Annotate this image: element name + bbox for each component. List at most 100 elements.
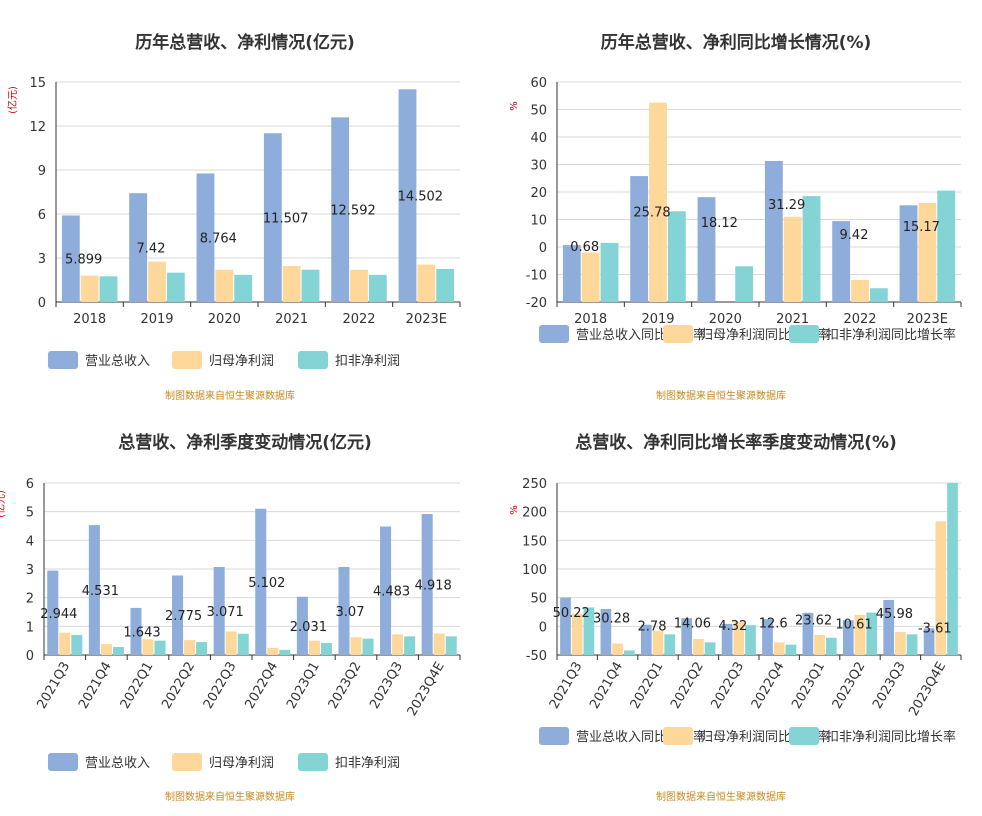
bar-营业总收入同比增长率 <box>883 599 895 655</box>
data-label: 4.531 <box>82 584 119 599</box>
y-tick-label: 1 <box>26 620 34 635</box>
data-label: 10.61 <box>835 617 872 632</box>
y-tick-label: 100 <box>522 563 547 578</box>
bar-营业总收入 <box>196 173 215 302</box>
x-tick-label: 2021 <box>275 312 308 327</box>
y-tick-label: 15 <box>29 76 46 91</box>
bar-扣非净利润同比增长率 <box>906 634 918 655</box>
data-label: 2.78 <box>638 620 667 635</box>
y-tick-label: 4 <box>26 534 34 549</box>
bar-归母净利润同比增长率 <box>895 632 906 655</box>
bar-归母净利润 <box>100 644 112 655</box>
legend-swatch <box>172 753 202 771</box>
bar-营业总收入同比增长率 <box>630 176 649 302</box>
bar-营业总收入 <box>263 133 282 302</box>
bar-归母净利润同比增长率 <box>773 642 785 655</box>
bar-归母净利润同比增长率 <box>851 280 869 302</box>
x-tick-label: 2022 <box>342 312 375 327</box>
legend-label: 扣非净利润同比增长率 <box>826 729 956 745</box>
x-tick-label: 2019 <box>641 312 674 327</box>
bar-归母净利润 <box>148 261 166 302</box>
legend-swatch <box>172 351 202 369</box>
bar-扣非净利润同比增长率 <box>704 642 716 655</box>
y-unit-label: % <box>509 101 520 111</box>
bar-归母净利润 <box>80 275 99 302</box>
y-tick-label: -20 <box>526 296 547 311</box>
bar-营业总收入同比增长率 <box>721 623 733 655</box>
bar-归母净利润 <box>433 633 445 655</box>
legend-swatch <box>48 753 78 771</box>
bar-归母净利润同比增长率 <box>814 634 825 655</box>
bar-扣非净利润 <box>112 646 124 655</box>
x-tick-label: 2022Q1 <box>118 660 157 712</box>
bar-营业总收入 <box>172 575 184 655</box>
data-label: 11.507 <box>263 212 309 227</box>
chart-title: 历年总营收、净利情况(亿元) <box>135 32 355 53</box>
source-note: 制图数据来自恒生聚源数据库 <box>656 790 786 803</box>
legend-label: 归母净利润 <box>209 354 274 369</box>
x-tick-label: 2021Q4 <box>587 660 626 712</box>
data-label: 3.071 <box>207 605 244 620</box>
data-label: 45.98 <box>876 607 913 622</box>
data-label: 4.918 <box>415 579 452 594</box>
bar-归母净利润 <box>308 640 320 655</box>
data-label: -3.61 <box>918 621 952 636</box>
bar-营业总收入同比增长率 <box>640 624 652 655</box>
bar-营业总收入 <box>88 525 100 655</box>
data-label: 2.775 <box>165 609 202 624</box>
y-tick-label: 3 <box>38 252 46 267</box>
data-label: 18.12 <box>701 216 738 231</box>
y-tick-label: 0 <box>38 296 46 311</box>
bar-扣非净利润 <box>154 640 166 655</box>
bar-归母净利润 <box>59 632 71 655</box>
bar-归母净利润同比增长率 <box>733 621 745 655</box>
bar-扣非净利润 <box>368 274 387 302</box>
bar-归母净利润同比增长率 <box>571 613 583 655</box>
bar-归母净利润同比增长率 <box>612 643 623 655</box>
bar-营业总收入 <box>380 526 392 655</box>
legend-swatch <box>663 325 693 343</box>
bar-扣非净利润同比增长率 <box>802 196 821 302</box>
annual-revenue-profit-chart: 历年总营收、净利情况(亿元) (亿元) 0 3 6 9 12 15 2018 2019 2020 20… <box>0 0 491 408</box>
bar-扣非净利润同比增长率 <box>667 211 686 302</box>
data-label: 5.899 <box>65 253 102 268</box>
x-tick-label: 2023Q3 <box>870 660 909 712</box>
y-tick-label: 9 <box>38 164 46 179</box>
bar-营业总收入同比增长率 <box>832 221 851 302</box>
bar-归母净利润 <box>225 631 237 655</box>
bar-营业总收入同比增长率 <box>681 618 693 655</box>
bar-扣非净利润 <box>279 649 291 655</box>
y-tick-label: 0 <box>26 649 34 664</box>
x-tick-label: 2021 <box>776 312 809 327</box>
x-tick-label: 2023Q4E <box>906 660 949 719</box>
quarterly-revenue-profit-chart: 总营收、净利季度变动情况(亿元) (亿元) 0 1 2 3 4 5 6 2021Q3 2021Q4 2… <box>0 408 491 816</box>
bar-归母净利润 <box>417 264 436 302</box>
y-tick-label: 5 <box>26 506 34 521</box>
y-tick-label: 2 <box>26 592 34 607</box>
x-tick-label: 2022Q3 <box>201 660 240 712</box>
x-tick-label: 2023Q1 <box>284 660 323 712</box>
x-tick-label: 2022Q4 <box>242 660 281 712</box>
annual-revenue-profit-chart-svg: 历年总营收、净利情况(亿元) (亿元) 0 3 6 9 12 15 2018 2019 2020 20… <box>6 32 461 402</box>
annual-growth-chart-svg: 历年总营收、净利同比增长情况(%)% -20 -10 0 10 20 30 40 50 60 201… <box>509 32 962 402</box>
y-tick-label: 3 <box>26 563 34 578</box>
y-tick-label: 0 <box>539 620 547 635</box>
legend-label: 扣非净利润同比增长率 <box>826 327 956 343</box>
data-label: 12.592 <box>330 204 376 219</box>
bar-营业总收入 <box>255 508 267 655</box>
bar-归母净利润 <box>267 647 279 655</box>
x-tick-label: 2023Q1 <box>789 660 828 712</box>
bar-营业总收入 <box>129 193 148 302</box>
bar-归母净利润 <box>142 639 154 655</box>
bar-营业总收入 <box>213 566 225 655</box>
legend-swatch <box>539 727 569 745</box>
x-tick-label: 2023E <box>406 312 447 327</box>
legend-label: 营业总收入 <box>85 756 150 771</box>
data-label: 14.06 <box>674 616 711 631</box>
bar-归母净利润 <box>392 634 404 655</box>
legend-label: 扣非净利润 <box>335 756 400 771</box>
bar-归母净利润 <box>350 637 362 655</box>
bar-营业总收入同比增长率 <box>899 205 918 302</box>
data-label: 9.42 <box>840 228 869 243</box>
